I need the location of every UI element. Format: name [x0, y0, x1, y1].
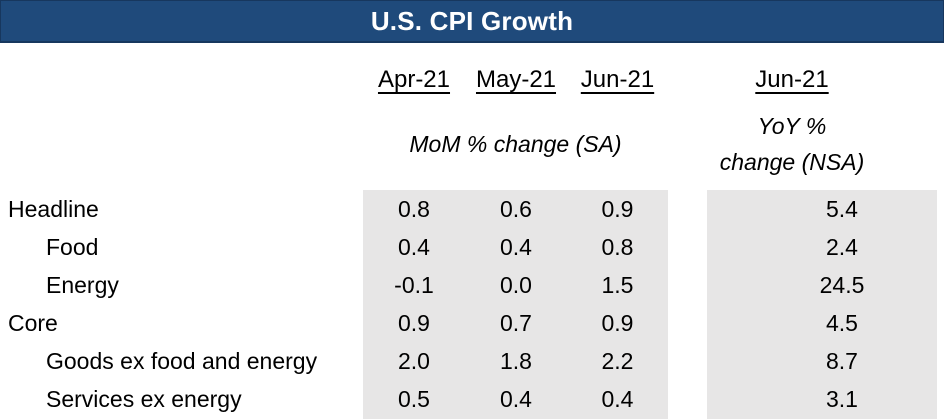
yoy-column-shading [707, 190, 937, 419]
value-goods-apr: 2.0 [398, 347, 430, 374]
value-core-apr: 0.9 [398, 309, 430, 336]
mom-column-shading [363, 190, 668, 419]
table-grid: Apr-21 May-21 Jun-21 Jun-21 MoM % change… [0, 43, 944, 418]
value-goods-yoy: 8.7 [826, 347, 858, 374]
value-energy-apr: -0.1 [394, 271, 434, 298]
value-services-apr: 0.5 [398, 385, 430, 412]
spacer [0, 100, 363, 190]
value-headline-yoy: 5.4 [826, 195, 858, 222]
spacer [668, 304, 707, 342]
value-goods-may: 1.8 [500, 347, 532, 374]
value-services-jun: 0.4 [601, 385, 634, 412]
row-label-headline: Headline [8, 195, 99, 222]
row-label-food: Food [46, 233, 99, 260]
value-core-jun: 0.9 [601, 309, 634, 336]
row-label-core: Core [8, 309, 58, 336]
yoy-group-header: YoY % change (NSA) [707, 100, 937, 190]
spacer [668, 100, 707, 190]
value-headline-apr: 0.8 [398, 195, 430, 222]
value-headline-may: 0.6 [500, 195, 532, 222]
spacer [668, 190, 707, 228]
yoy-group-header-line2: change (NSA) [719, 149, 865, 175]
row-label-services-ex-energy: Services ex energy [46, 385, 242, 412]
value-food-yoy: 2.4 [826, 233, 858, 260]
column-header-may-21: May-21 [475, 66, 557, 93]
column-header-apr-21: Apr-21 [377, 66, 451, 93]
row-label-goods-ex-food-energy: Goods ex food and energy [46, 347, 318, 374]
spacer [668, 380, 707, 418]
table-title-bar: U.S. CPI Growth [0, 0, 944, 43]
spacer [668, 228, 707, 266]
mom-group-header: MoM % change (SA) [409, 131, 622, 158]
value-food-may: 0.4 [500, 233, 532, 260]
spacer [668, 342, 707, 380]
yoy-group-header-line1: YoY % [757, 113, 827, 140]
value-core-may: 0.7 [500, 309, 532, 336]
value-energy-yoy: 24.5 [819, 271, 865, 298]
spacer [668, 43, 707, 100]
spacer [668, 266, 707, 304]
page-title: U.S. CPI Growth [370, 5, 574, 36]
value-headline-jun: 0.9 [601, 195, 634, 222]
value-energy-may: 0.0 [500, 271, 532, 298]
value-services-may: 0.4 [500, 385, 532, 412]
spacer [0, 43, 363, 100]
value-food-apr: 0.4 [398, 233, 430, 260]
value-core-yoy: 4.5 [826, 309, 858, 336]
column-header-jun-21-mom: Jun-21 [580, 66, 655, 93]
value-energy-jun: 1.5 [601, 271, 634, 298]
value-food-jun: 0.8 [601, 233, 634, 260]
row-label-energy: Energy [46, 271, 119, 298]
value-services-yoy: 3.1 [826, 385, 858, 412]
column-header-jun-21-yoy: Jun-21 [755, 66, 829, 93]
value-goods-jun: 2.2 [601, 347, 634, 374]
